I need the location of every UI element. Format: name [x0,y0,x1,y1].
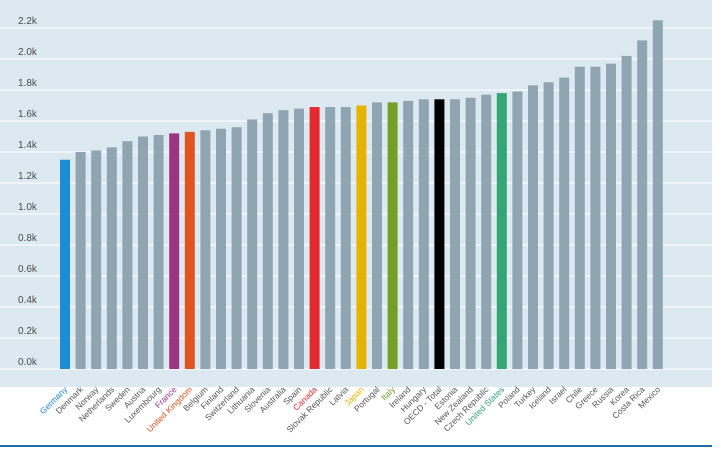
bar-sweden[interactable] [122,141,133,369]
bar-japan[interactable] [356,105,367,370]
bar-mexico[interactable] [652,20,663,369]
bar-ireland[interactable] [403,100,414,369]
y-tick-label: 0.6k [18,264,38,275]
bar-slovenia[interactable] [262,113,273,369]
y-tick-label: 0.0k [18,357,38,368]
bar-greece[interactable] [590,66,601,369]
bar-lithuania[interactable] [247,119,258,369]
bar-chile[interactable] [574,66,585,369]
y-tick-label: 0.4k [18,295,38,306]
bar-iceland[interactable] [543,82,554,369]
bar-germany[interactable] [60,159,70,369]
bar-australia[interactable] [278,110,289,370]
bar-korea[interactable] [621,55,632,370]
y-tick-label: 0.8k [18,233,38,244]
y-tick-label: 2.2k [18,16,38,27]
bar-finland[interactable] [216,128,226,369]
bar-poland[interactable] [512,91,523,370]
bar-russia[interactable] [606,63,616,370]
y-tick-label: 2.0k [18,47,38,58]
y-tick-label: 1.6k [18,109,38,120]
y-tick-label: 1.2k [18,171,38,182]
bar-belgium[interactable] [200,130,211,369]
bar-canada[interactable] [309,107,320,370]
bar-czech-republic[interactable] [481,94,492,370]
x-axis-labels: GermanyDenmarkNorwayNetherlandsSwedenAus… [38,384,663,435]
bar-netherlands[interactable] [106,147,117,369]
bar-switzerland[interactable] [231,127,242,369]
y-tick-label: 0.2k [18,326,38,337]
bars [60,20,663,370]
bar-denmark[interactable] [75,152,86,369]
y-tick-label: 1.4k [18,140,38,151]
bar-france[interactable] [169,133,180,369]
bar-spain[interactable] [294,108,304,369]
bar-israel[interactable] [559,77,570,369]
bar-norway[interactable] [91,150,102,369]
y-tick-label: 1.8k [18,78,38,89]
bar-latvia[interactable] [340,107,351,370]
bar-united-kingdom[interactable] [184,131,195,369]
bar-costa-rica[interactable] [637,40,648,370]
bar-austria[interactable] [138,136,148,370]
bar-slovak-republic[interactable] [325,107,336,370]
bar-oecd-total[interactable] [434,99,445,370]
bar-turkey[interactable] [528,85,538,369]
bar-new-zealand[interactable] [465,97,476,369]
bar-italy[interactable] [387,102,398,370]
bar-united-states[interactable] [496,93,507,369]
bar-hungary[interactable] [418,99,429,370]
bar-luxembourg[interactable] [153,134,164,369]
bar-portugal[interactable] [372,102,382,370]
y-axis-ticks: 0.0k 0.2k 0.4k 0.6k 0.8k 1.0k 1.2k 1.4k 1.6k 1.8k… [18,16,38,368]
bar-estonia[interactable] [450,99,460,370]
y-tick-label: 1.0k [18,202,38,213]
